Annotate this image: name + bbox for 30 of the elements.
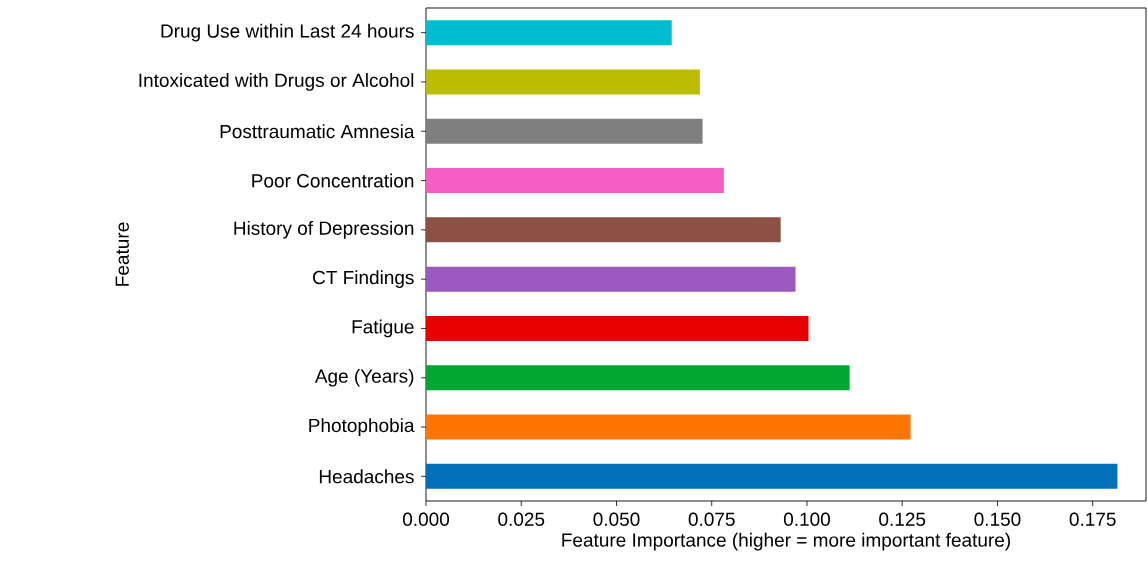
x-axis-title: Feature Importance (higher = more important feature): [562, 532, 1010, 551]
y-axis-title: Feature: [115, 222, 129, 286]
bar: [426, 168, 724, 194]
x-tick-label: 0.075: [688, 512, 735, 526]
x-tick-label: 0.025: [498, 512, 545, 526]
x-tick-label: 0.125: [879, 512, 926, 526]
x-tick-label: 0.150: [974, 512, 1021, 526]
bar: [426, 69, 700, 95]
y-tick-label: Fatigue: [352, 319, 414, 338]
y-tick-label: Poor Concentration: [252, 173, 414, 188]
y-tick-label: Drug Use within Last 24 hours: [161, 23, 414, 42]
y-tick-label: Age (Years): [314, 368, 414, 387]
bar: [426, 266, 796, 292]
y-tick-label: Intoxicated with Drugs or Alcohol: [139, 73, 414, 91]
y-tick-label: History of Depression: [234, 220, 414, 239]
x-tick-label: 0.000: [402, 512, 450, 526]
bar: [426, 365, 850, 391]
bar: [426, 414, 911, 440]
bar: [426, 20, 672, 46]
y-tick-label: CT Findings: [313, 270, 414, 288]
x-tick-label: 0.050: [593, 512, 640, 526]
x-tick-label: 0.100: [783, 512, 830, 526]
bar: [426, 315, 809, 341]
y-tick-label: Headaches: [319, 469, 414, 484]
bar: [426, 463, 1118, 489]
bar: [426, 217, 781, 243]
bar: [426, 118, 703, 144]
x-tick-label: 0.175: [1069, 512, 1116, 526]
y-tick-label: Posttraumatic Amnesia: [220, 124, 415, 139]
y-tick-label: Photophobia: [309, 418, 415, 436]
